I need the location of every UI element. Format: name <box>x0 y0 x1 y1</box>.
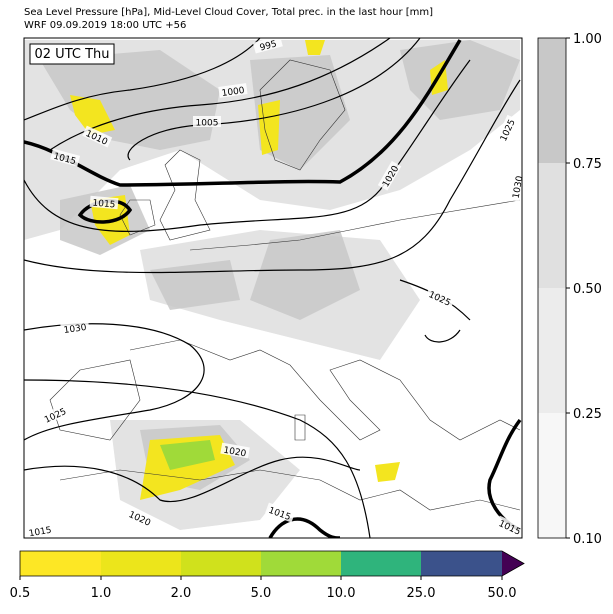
cloud-tick-label: 0.75 <box>573 157 602 172</box>
precip-colorbar: 0.5 1.0 2.0 5.0 10.0 25.0 50.0 <box>10 550 525 601</box>
time-label: 02 UTC Thu <box>35 47 110 62</box>
contour-label: 1020 <box>223 446 248 460</box>
time-box <box>29 43 115 65</box>
contour-label-bg <box>265 502 296 523</box>
contour-label-bg <box>377 160 402 191</box>
contour-label-bg <box>125 506 156 529</box>
precip-tick-label: 5.0 <box>251 586 272 601</box>
contour-label: 1000 <box>221 86 245 99</box>
contour-label-bg <box>60 320 90 335</box>
contour-label-bg <box>495 515 522 538</box>
map: 9951000100510101015101510201025103010251… <box>23 37 526 540</box>
contour-label-bg <box>218 83 248 98</box>
map-frame <box>23 37 523 539</box>
precip-tick-label: 50.0 <box>488 586 517 601</box>
contour-label: 1015 <box>28 526 52 540</box>
contour-label: 1005 <box>196 119 219 129</box>
contour-label-bg <box>50 148 81 167</box>
precip-tick-label: 10.0 <box>327 586 356 601</box>
precip-tick-label: 0.5 <box>10 586 31 601</box>
cloud-tick-label: 0.50 <box>573 282 602 297</box>
subtitle: WRF 09.09.2019 18:00 UTC +56 <box>24 20 186 31</box>
contour-label-bg <box>425 286 456 309</box>
precip-tick-label: 25.0 <box>407 586 436 601</box>
contour-label-bg <box>508 172 522 202</box>
precip-tick-label: 1.0 <box>91 586 112 601</box>
contour-label-bg <box>193 116 221 127</box>
cloud-tick-label: 0.25 <box>573 407 602 422</box>
contour-label-bg <box>82 125 113 148</box>
contour-label: 1015 <box>92 199 116 211</box>
contour-label: 995 <box>259 39 278 53</box>
contour-label-bg <box>39 403 70 426</box>
title: Sea Level Pressure [hPa], Mid-Level Clou… <box>24 7 433 18</box>
contour-label-bg <box>252 38 283 54</box>
contour-label-bg <box>25 522 55 538</box>
contour-label: 1030 <box>512 175 526 200</box>
cloud-colorbar: 1.00 0.75 0.50 0.25 0.10 <box>537 32 602 547</box>
precip-tick-label: 2.0 <box>171 586 192 601</box>
contour-label-bg <box>220 442 250 459</box>
coastlines <box>49 59 521 511</box>
contour-label: 1030 <box>63 323 87 336</box>
contour-label-bg <box>495 114 518 145</box>
cloud-tick-label: 1.00 <box>573 32 602 47</box>
contour-label-bg <box>89 195 119 210</box>
cloud-tick-label: 0.10 <box>573 532 602 547</box>
